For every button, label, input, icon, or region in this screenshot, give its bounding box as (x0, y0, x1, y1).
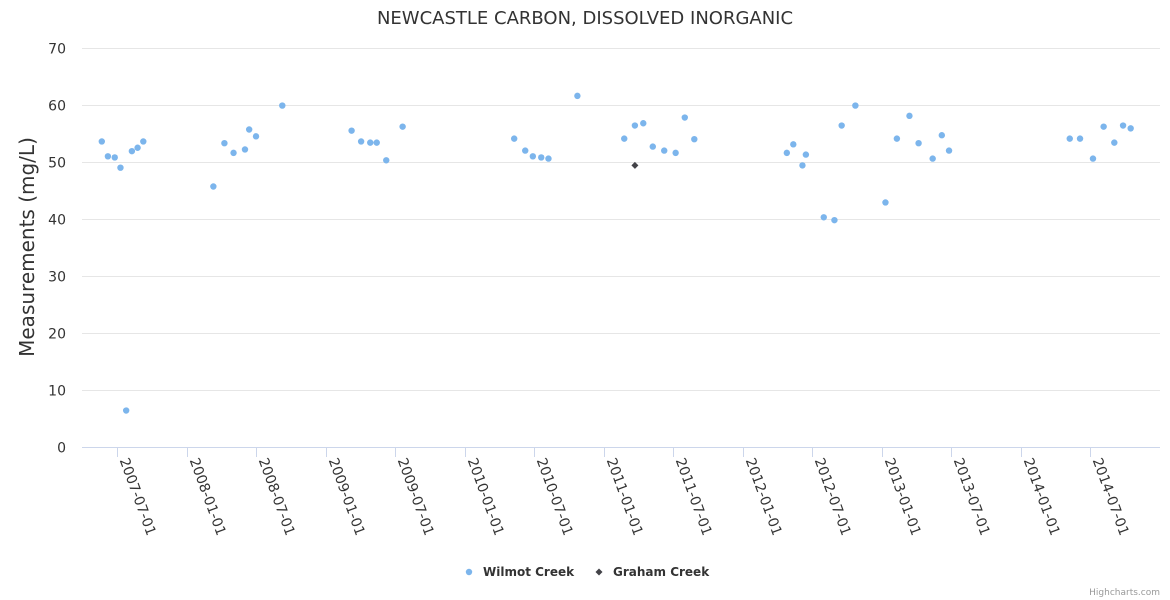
data-point (522, 147, 529, 154)
y-tick-label: 0 (57, 441, 66, 457)
data-point (245, 126, 253, 133)
data-point (621, 135, 628, 142)
data-point (367, 139, 374, 146)
x-tick-label: 2010-07-01 (533, 456, 576, 538)
data-point (906, 112, 913, 120)
data-point (661, 147, 668, 154)
data-point (128, 147, 136, 155)
legend-symbol-diamond (595, 568, 603, 576)
y-tick-label: 20 (48, 327, 66, 343)
data-point (945, 147, 953, 154)
x-tick-label: 2010-01-01 (464, 456, 507, 538)
chart-title: NEWCASTLE CARBON, DISSOLVED INORGANIC (377, 8, 793, 29)
x-tick-label: 2008-07-01 (255, 456, 298, 538)
data-point (691, 136, 698, 143)
legend-item-label: Graham Creek (613, 565, 710, 579)
data-point (790, 141, 797, 148)
legend-item-label: Wilmot Creek (483, 565, 575, 579)
y-tick-label: 30 (48, 270, 66, 286)
data-point (98, 138, 106, 145)
x-tick-label: 2008-01-01 (186, 456, 229, 538)
data-point (241, 146, 249, 153)
data-point (1111, 139, 1118, 146)
x-tick-label: 2009-01-01 (325, 456, 368, 538)
data-point (631, 122, 639, 129)
data-point (529, 153, 537, 160)
data-points (98, 92, 1134, 414)
data-point (399, 123, 406, 130)
data-point (357, 138, 365, 145)
data-point (672, 149, 679, 157)
data-point (122, 407, 130, 414)
legend-symbol (465, 568, 473, 576)
data-point (348, 127, 355, 134)
x-tick-label: 2012-01-01 (742, 456, 785, 538)
x-tick-label: 2013-07-01 (950, 456, 993, 538)
gridlines (82, 48, 1160, 391)
data-point (681, 114, 688, 121)
data-point (545, 155, 552, 162)
data-point (852, 102, 859, 109)
data-point (649, 143, 656, 150)
data-point (915, 139, 922, 147)
x-tick-label: 2011-01-01 (603, 456, 646, 538)
y-tick-label: 50 (48, 156, 66, 172)
x-tick-label: 2009-07-01 (394, 456, 437, 538)
data-point (134, 144, 141, 151)
data-point (799, 162, 806, 169)
y-axis-ticks: 0 10 20 30 40 50 60 70 (48, 42, 66, 457)
data-point (929, 155, 936, 162)
x-tick-label: 2014-07-01 (1089, 456, 1132, 538)
data-point (373, 139, 380, 146)
data-point (117, 164, 124, 171)
data-point (938, 132, 946, 139)
data-point (279, 102, 286, 109)
y-axis-label: Measurements (mg/L) (15, 137, 39, 357)
data-point (1100, 123, 1107, 130)
data-point (1076, 135, 1084, 142)
data-point (230, 149, 237, 157)
x-tick-label: 2007-07-01 (116, 456, 159, 538)
x-tick-label: 2014-01-01 (1020, 456, 1063, 538)
data-point (383, 157, 390, 164)
data-point (111, 154, 118, 161)
data-point (104, 153, 112, 160)
data-point (640, 120, 647, 127)
data-point (820, 214, 827, 221)
data-point (783, 149, 791, 157)
data-point (538, 154, 545, 161)
legend: Wilmot Creek Graham Creek (465, 565, 710, 579)
data-point (831, 216, 838, 224)
y-tick-label: 70 (48, 42, 66, 58)
data-point (838, 122, 845, 129)
y-tick-label: 60 (48, 99, 66, 115)
data-point (252, 133, 260, 140)
x-tick-label: 2012-07-01 (811, 456, 854, 538)
data-point (1089, 155, 1097, 162)
data-point (140, 138, 147, 145)
y-tick-label: 10 (48, 384, 66, 400)
credits-link[interactable]: Highcharts.com (1089, 588, 1160, 598)
data-point (510, 135, 518, 142)
data-point (893, 135, 901, 142)
data-point (1127, 125, 1134, 132)
y-tick-label: 40 (48, 213, 66, 229)
data-point (802, 151, 810, 158)
data-point-diamond (631, 161, 639, 169)
x-axis-ticks: 2007-07-01 2008-01-01 2008-07-01 2009-01-01… (116, 447, 1132, 538)
x-tick-label: 2011-07-01 (672, 456, 715, 538)
data-point (574, 92, 581, 100)
data-point (882, 199, 889, 206)
data-point (1119, 122, 1127, 129)
x-tick-label: 2013-01-01 (881, 456, 924, 538)
data-point (210, 183, 217, 190)
data-point (221, 139, 228, 147)
data-point (1066, 135, 1073, 142)
